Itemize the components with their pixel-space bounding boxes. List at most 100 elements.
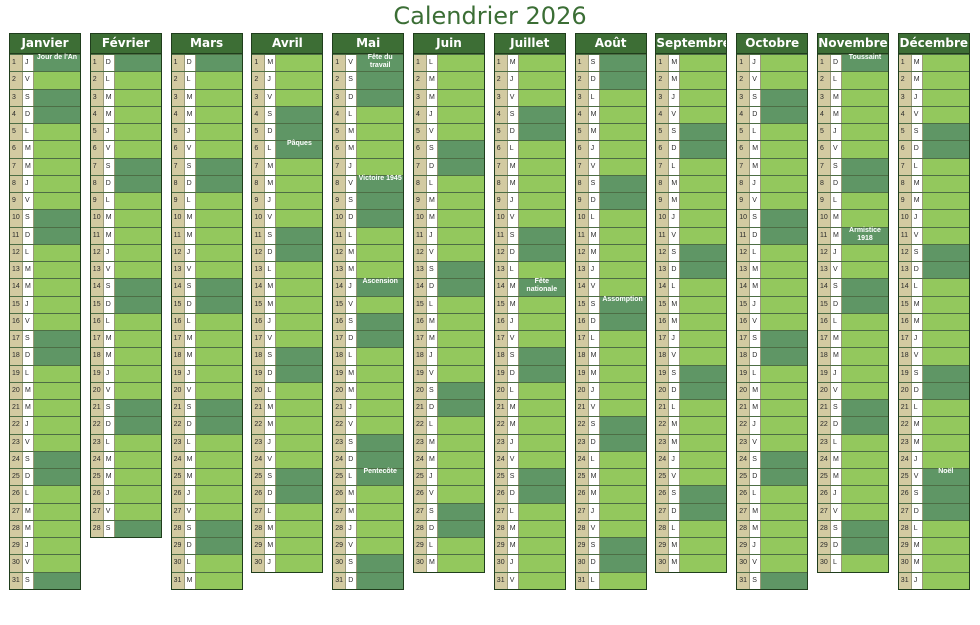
day-row[interactable]: 26 V <box>414 485 484 503</box>
day-row[interactable]: 27 D <box>898 502 969 520</box>
day-row[interactable]: 27 V <box>90 502 161 520</box>
day-row[interactable]: 18 V <box>898 347 969 365</box>
day-row[interactable]: 14 M Fête nationale <box>494 278 565 296</box>
day-row[interactable]: 30 M <box>898 554 969 572</box>
day-row[interactable]: 16 L <box>171 312 242 330</box>
day-row[interactable]: 28 J <box>333 519 404 537</box>
day-row[interactable]: 18 V <box>656 347 727 365</box>
day-row[interactable]: 15 D <box>818 295 888 313</box>
day-row[interactable]: 25 V <box>656 468 727 486</box>
day-row[interactable]: 26 L <box>737 485 808 503</box>
day-row[interactable]: 12 M <box>333 243 404 261</box>
day-row[interactable]: 25 S <box>252 468 323 486</box>
day-row[interactable]: 26 M <box>333 485 404 503</box>
day-row[interactable]: 27 M <box>737 502 808 520</box>
day-row[interactable]: 25 V Noël <box>898 468 969 486</box>
day-row[interactable]: 13 M <box>737 261 808 279</box>
day-row[interactable]: 15 M <box>252 295 323 313</box>
day-row[interactable]: 27 D <box>656 502 727 520</box>
day-row[interactable]: 13 D <box>656 261 727 279</box>
day-row[interactable]: 29 M <box>656 537 727 555</box>
day-row[interactable]: 30 S <box>333 554 404 572</box>
day-row[interactable]: 27 M <box>10 502 80 520</box>
day-row[interactable]: 14 M <box>252 278 323 296</box>
day-row[interactable]: 15 S Assomption <box>575 295 646 313</box>
day-row[interactable]: 14 M <box>10 278 80 296</box>
day-row[interactable]: 16 L <box>818 312 888 330</box>
day-row[interactable]: 15 J <box>737 295 808 313</box>
day-row[interactable]: 17 L <box>575 330 646 348</box>
day-row[interactable]: 27 J <box>575 502 646 520</box>
day-row[interactable]: 15 D <box>90 295 161 313</box>
day-row[interactable]: 11 V <box>898 226 969 244</box>
day-row[interactable]: 22 V <box>333 416 404 434</box>
day-row[interactable]: 27 V <box>818 502 888 520</box>
day-row[interactable]: 22 J <box>10 416 80 434</box>
day-row[interactable]: 21 S <box>90 399 161 417</box>
day-row[interactable]: 14 V <box>575 278 646 296</box>
day-row[interactable]: 30 M <box>414 554 484 572</box>
day-row[interactable]: 31 D <box>333 571 404 589</box>
day-row[interactable]: 11 L <box>333 226 404 244</box>
day-row[interactable]: 23 L <box>818 433 888 451</box>
day-row[interactable]: 29 S <box>575 537 646 555</box>
day-row[interactable]: 21 M <box>494 399 565 417</box>
day-row[interactable]: 16 L <box>90 312 161 330</box>
day-row[interactable]: 12 D <box>494 243 565 261</box>
day-row[interactable]: 22 J <box>737 416 808 434</box>
day-row[interactable]: 15 M <box>898 295 969 313</box>
day-row[interactable]: 13 V <box>818 261 888 279</box>
day-row[interactable]: 30 L <box>171 554 242 572</box>
day-row[interactable]: 23 V <box>737 433 808 451</box>
day-row[interactable]: 12 J <box>818 243 888 261</box>
day-row[interactable]: 12 J <box>171 243 242 261</box>
day-row[interactable]: 14 S <box>818 278 888 296</box>
day-row[interactable]: 24 D <box>333 450 404 468</box>
day-row[interactable]: 26 D <box>494 485 565 503</box>
day-row[interactable]: 23 M <box>414 433 484 451</box>
day-row[interactable]: 12 L <box>10 243 80 261</box>
day-row[interactable]: 16 V <box>10 312 80 330</box>
day-row[interactable]: 18 J <box>414 347 484 365</box>
day-row[interactable]: 22 D <box>171 416 242 434</box>
day-row[interactable]: 23 L <box>90 433 161 451</box>
day-row[interactable]: 17 J <box>656 330 727 348</box>
day-row[interactable]: 18 M <box>575 347 646 365</box>
day-row[interactable]: 28 M <box>10 519 80 537</box>
day-row[interactable]: 30 J <box>494 554 565 572</box>
day-row[interactable]: 20 L <box>494 381 565 399</box>
day-row[interactable]: 23 J <box>494 433 565 451</box>
day-row[interactable]: 18 D <box>737 347 808 365</box>
day-row[interactable]: 14 L <box>656 278 727 296</box>
day-row[interactable]: 10 V <box>252 209 323 227</box>
day-row[interactable]: 29 D <box>171 537 242 555</box>
day-row[interactable]: 24 S <box>737 450 808 468</box>
day-row[interactable]: 19 L <box>737 364 808 382</box>
